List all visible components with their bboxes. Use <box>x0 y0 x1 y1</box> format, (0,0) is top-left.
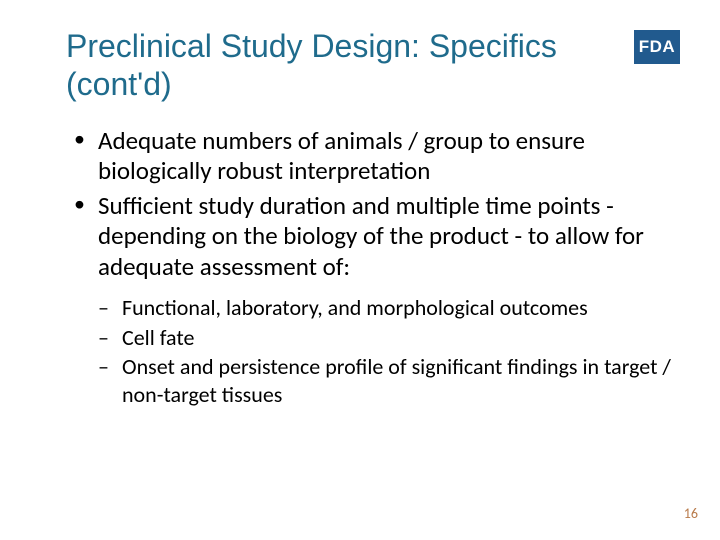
sub-bullet-text: Onset and persistence profile of signifi… <box>122 353 671 408</box>
header-row: Preclinical Study Design: Specifics (con… <box>40 28 680 104</box>
sub-bullet-item: Cell fate <box>98 324 680 352</box>
fda-logo-text: FDA <box>639 37 675 57</box>
sub-bullet-item: Functional, laboratory, and morphologica… <box>98 294 680 322</box>
sub-bullet-text: Functional, laboratory, and morphologica… <box>122 294 588 321</box>
slide-title: Preclinical Study Design: Specifics (con… <box>66 28 622 104</box>
sub-bullet-list: Functional, laboratory, and morphologica… <box>40 294 680 408</box>
main-bullet-list: Adequate numbers of animals / group to e… <box>40 126 680 283</box>
bullet-text: Sufficient study duration and multiple t… <box>98 190 644 282</box>
fda-logo: FDA <box>634 30 680 64</box>
bullet-item: Adequate numbers of animals / group to e… <box>68 126 680 187</box>
sub-bullet-item: Onset and persistence profile of signifi… <box>98 353 680 408</box>
sub-bullet-text: Cell fate <box>122 324 194 351</box>
slide: Preclinical Study Design: Specifics (con… <box>0 0 720 540</box>
page-number: 16 <box>684 505 698 522</box>
bullet-text: Adequate numbers of animals / group to e… <box>98 125 585 187</box>
bullet-item: Sufficient study duration and multiple t… <box>68 191 680 283</box>
